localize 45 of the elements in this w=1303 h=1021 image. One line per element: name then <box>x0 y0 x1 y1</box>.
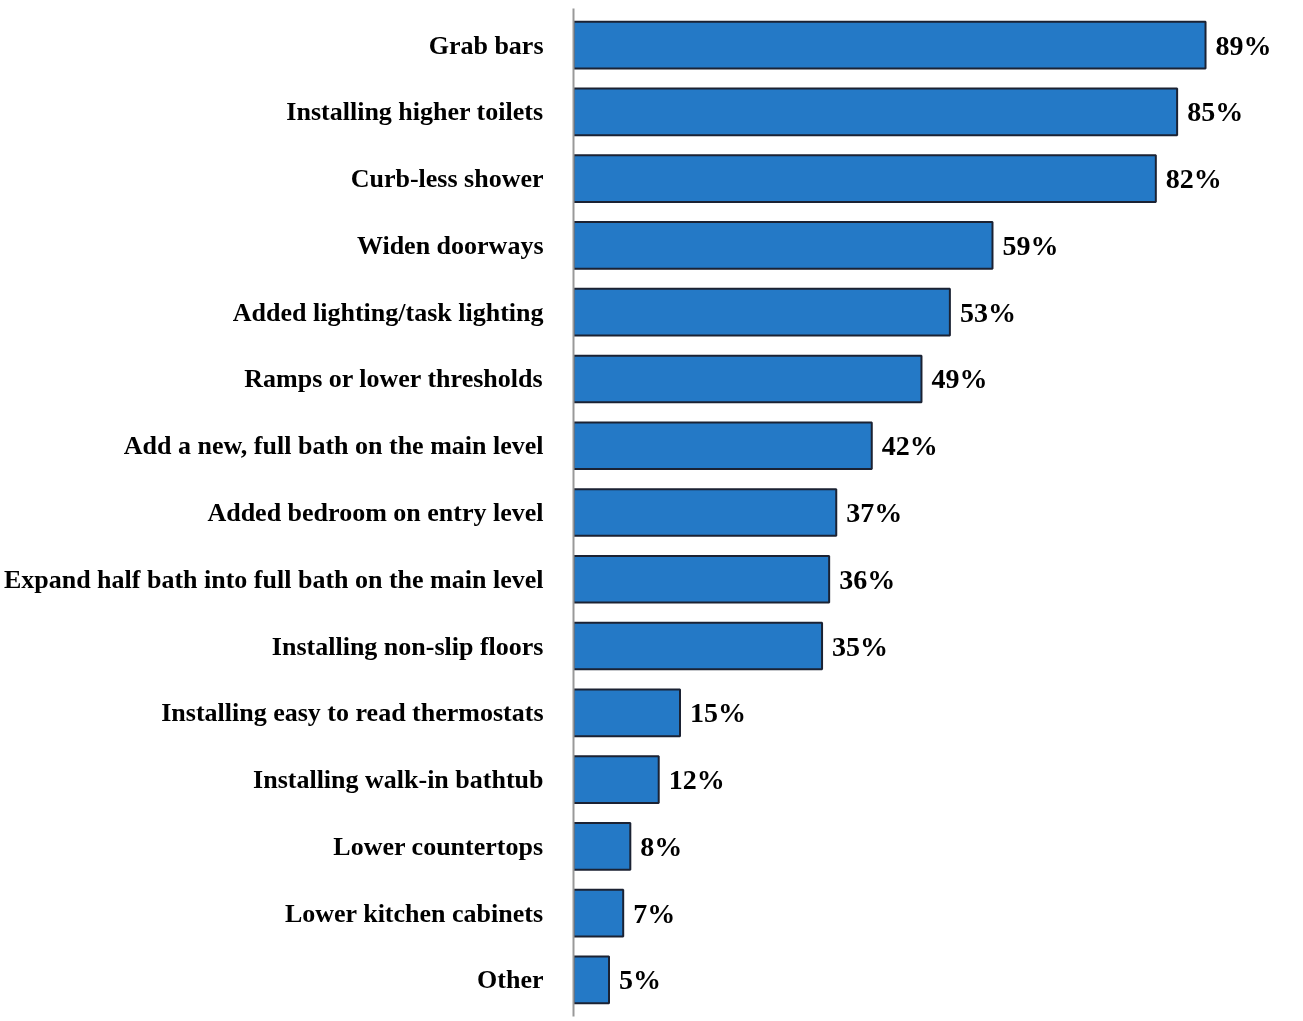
bar <box>573 488 838 537</box>
bar <box>573 554 831 604</box>
data-label: 82% <box>1165 163 1222 195</box>
y-tick-label: Ramps or lower thresholds <box>244 364 543 394</box>
y-tick-label: Installing walk-in bathtub <box>253 765 544 795</box>
y-tick-label: Installing easy to read thermostats <box>161 698 544 728</box>
bar <box>573 421 873 471</box>
data-label: 35% <box>832 630 889 662</box>
y-tick-label: Grab bars <box>428 30 544 60</box>
data-label: 53% <box>959 296 1016 328</box>
y-tick-label: Added lighting/task lighting <box>232 297 544 327</box>
y-tick-label: Lower countertops <box>333 831 544 861</box>
y-tick-label: Expand half bath into full bath on the main level <box>3 564 544 594</box>
data-label: 36% <box>839 563 896 595</box>
y-tick-label: Curb-less shower <box>350 164 544 194</box>
data-label: 49% <box>931 363 988 395</box>
bar <box>573 154 1157 204</box>
bar <box>573 354 923 404</box>
y-tick-label: Installing non-slip floors <box>271 631 544 661</box>
y-tick-label: Lower kitchen cabinets <box>284 898 544 928</box>
data-label: 89% <box>1215 29 1272 61</box>
data-label: 15% <box>690 697 747 729</box>
data-label: 5% <box>619 964 662 996</box>
bar <box>573 955 611 1005</box>
y-tick-label: Other <box>477 965 544 995</box>
bar <box>573 221 994 270</box>
bar <box>573 20 1207 70</box>
y-tick-label: Add a new, full bath on the main level <box>123 431 544 461</box>
y-tick-label: Added bedroom on entry level <box>207 498 544 527</box>
data-label: 85% <box>1187 96 1244 128</box>
bar <box>573 621 824 671</box>
bar <box>573 287 951 337</box>
data-label: 59% <box>1002 229 1059 261</box>
bar <box>573 755 660 804</box>
data-label: 42% <box>881 430 938 462</box>
data-label: 37% <box>846 497 903 528</box>
data-label: 7% <box>633 897 676 929</box>
y-tick-label: Widen doorways <box>356 230 544 260</box>
data-label: 8% <box>640 830 683 862</box>
y-tick-label: Installing higher toilets <box>286 97 544 127</box>
data-label: 12% <box>668 764 725 796</box>
bar <box>573 821 632 871</box>
bar <box>573 688 682 738</box>
bar <box>573 87 1179 137</box>
bar <box>573 888 625 938</box>
